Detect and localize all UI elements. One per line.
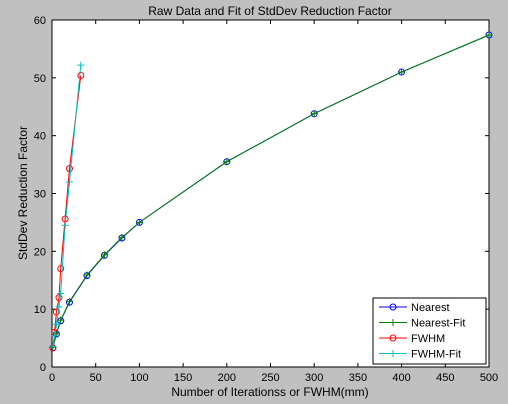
data-point-fwhm: [52, 308, 60, 316]
data-point-fwhm: [57, 265, 65, 273]
legend-label-fwhm: FWHM: [411, 333, 445, 345]
x-tick-label: 0: [49, 372, 55, 384]
data-point-nearest-fit: [310, 110, 318, 118]
legend-label-nearest: Nearest: [411, 302, 450, 314]
data-point-fwhm: [65, 165, 73, 173]
legend-label-nearest-fit: Nearest-Fit: [411, 318, 465, 330]
x-tick-label: 450: [436, 372, 454, 384]
data-point-nearest-fit: [83, 271, 91, 279]
x-tick-label: 500: [480, 372, 498, 384]
data-point-nearest-fit: [118, 233, 126, 241]
x-tick-label: 50: [90, 372, 102, 384]
legend-marker-fwhm-fit: [389, 350, 397, 357]
data-series: [49, 31, 493, 352]
x-tick-label: 200: [218, 372, 236, 384]
y-tick-label: 0: [40, 362, 46, 374]
data-point-nearest-fit: [100, 251, 108, 259]
legend-marker-nearest-fit: [389, 319, 397, 326]
x-tick-label: 300: [305, 372, 323, 384]
series-nearest-fit: [49, 31, 493, 351]
data-point-nearest-fit: [57, 316, 65, 324]
data-point-fwhm-fit: [55, 303, 63, 311]
chart-title: Raw Data and Fit of StdDev Reduction Fac…: [148, 4, 391, 18]
x-tick-label: 400: [392, 372, 410, 384]
data-point-fwhm-fit: [65, 178, 73, 186]
x-tick-label: 250: [261, 372, 279, 384]
data-point-fwhm: [77, 72, 85, 80]
x-axis-label: Number of Iterationss or FWHM(mm): [171, 385, 368, 399]
data-point-fwhm-fit: [52, 320, 60, 328]
series-fwhm-fit: [49, 61, 85, 350]
y-tick-label: 30: [34, 189, 46, 201]
data-point-fwhm-fit: [51, 331, 59, 339]
y-tick-label: 50: [34, 73, 46, 85]
x-tick-label: 100: [130, 372, 148, 384]
data-point-fwhm-fit: [77, 61, 85, 69]
data-point-fwhm-fit: [57, 290, 65, 298]
data-point-fwhm: [55, 294, 63, 302]
data-point-nearest-fit: [223, 158, 231, 166]
data-point-nearest-fit: [398, 68, 406, 76]
y-tick-label: 60: [34, 15, 46, 27]
data-point-nearest-fit: [65, 298, 73, 306]
y-axis-label: StdDev Reduction Factor: [16, 126, 30, 260]
y-tick-label: 10: [34, 304, 46, 316]
series-line-nearest-fit: [52, 34, 490, 348]
x-tick-label: 150: [174, 372, 192, 384]
data-point-fwhm-fit: [61, 221, 69, 229]
data-point-nearest-fit: [485, 31, 493, 39]
legend: Nearest Nearest-Fit FWHM FWHM-Fit: [372, 297, 487, 365]
y-tick-label: 20: [34, 246, 46, 258]
y-tick-label: 40: [34, 131, 46, 143]
legend-marker-fwhm: [389, 334, 397, 342]
data-point-nearest-fit: [135, 218, 143, 226]
x-tick-label: 350: [349, 372, 367, 384]
legend-marker-nearest: [389, 303, 397, 311]
data-point-fwhm-fit: [49, 342, 57, 350]
axes: 0 50 100 150 200 250 300 350 400 450 500 0 10 20 30 40 5…: [34, 15, 498, 384]
legend-label-fwhm-fit: FWHM-Fit: [411, 349, 461, 361]
